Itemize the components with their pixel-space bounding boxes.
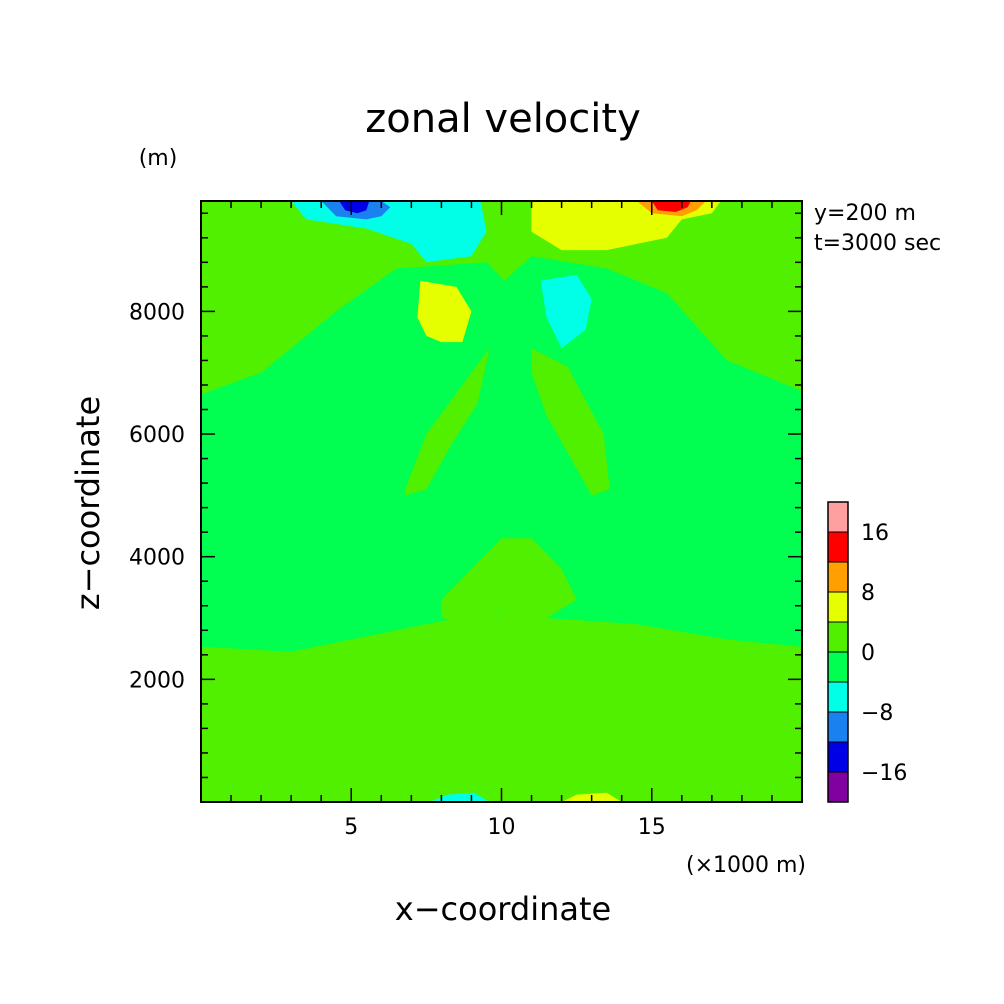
annotation-y: y=200 m <box>814 201 916 226</box>
contour-region-mid-left-positive <box>405 348 490 496</box>
colorbar-swatch <box>828 502 848 532</box>
colorbar-swatch <box>828 592 848 622</box>
x-unit-label: (×1000 m) <box>686 853 806 878</box>
chart-title: zonal velocity <box>365 96 641 142</box>
axis-ticks <box>201 201 802 802</box>
contour-region-mid-right-positive <box>531 348 610 496</box>
x-tick-label: 15 <box>638 815 666 840</box>
y-unit-label: (m) <box>139 146 178 171</box>
colorbar-swatch <box>828 562 848 592</box>
x-tick-label: 10 <box>488 815 516 840</box>
colorbar-swatch <box>828 712 848 742</box>
colorbar-swatch <box>828 772 848 802</box>
colorbar-tick-label: −16 <box>861 761 907 786</box>
contour-region-right-blob-minus-8 <box>540 274 592 349</box>
y-tick-label: 4000 <box>129 546 185 571</box>
y-axis: 2000 4000 6000 8000 z−coordinate <box>69 300 185 693</box>
y-axis-label: z−coordinate <box>69 396 107 610</box>
y-tick-labels: 2000 4000 6000 8000 <box>129 300 185 693</box>
colorbar-tick-label: 8 <box>861 581 875 606</box>
x-axis: 5 10 15 (×1000 m) x−coordinate <box>344 815 806 928</box>
contour-region-center-column-positive <box>441 538 577 622</box>
y-tick-label: 2000 <box>129 668 185 693</box>
y-tick-label: 6000 <box>129 423 185 448</box>
colorbar-swatch <box>828 682 848 712</box>
annotation-t: t=3000 sec <box>814 231 941 256</box>
contour-region-left-blob-plus-4 <box>417 280 472 343</box>
x-tick-labels: 5 10 15 <box>344 815 666 840</box>
colorbar-swatch <box>828 532 848 562</box>
colorbar-swatch <box>828 742 848 772</box>
x-axis-label: x−coordinate <box>395 890 611 928</box>
colorbar-tick-label: 16 <box>861 521 889 546</box>
colorbar-swatch <box>828 622 848 652</box>
colorbar-tick-label: −8 <box>861 701 893 726</box>
annotations: y=200 m t=3000 sec <box>814 201 941 256</box>
contour-region-lower-band-positive <box>201 611 802 802</box>
colorbar: 16 8 0 −8 −16 <box>827 501 907 803</box>
y-tick-label: 8000 <box>129 300 185 325</box>
x-tick-label: 5 <box>344 815 358 840</box>
contour-region-top-left-minus-16 <box>339 201 370 214</box>
colorbar-tick-label: 0 <box>861 641 875 666</box>
contour-region-bottom-minus-8 <box>429 792 490 802</box>
contour-regions <box>201 201 802 802</box>
colorbar-swatch <box>828 652 848 682</box>
plot-area <box>200 200 803 803</box>
